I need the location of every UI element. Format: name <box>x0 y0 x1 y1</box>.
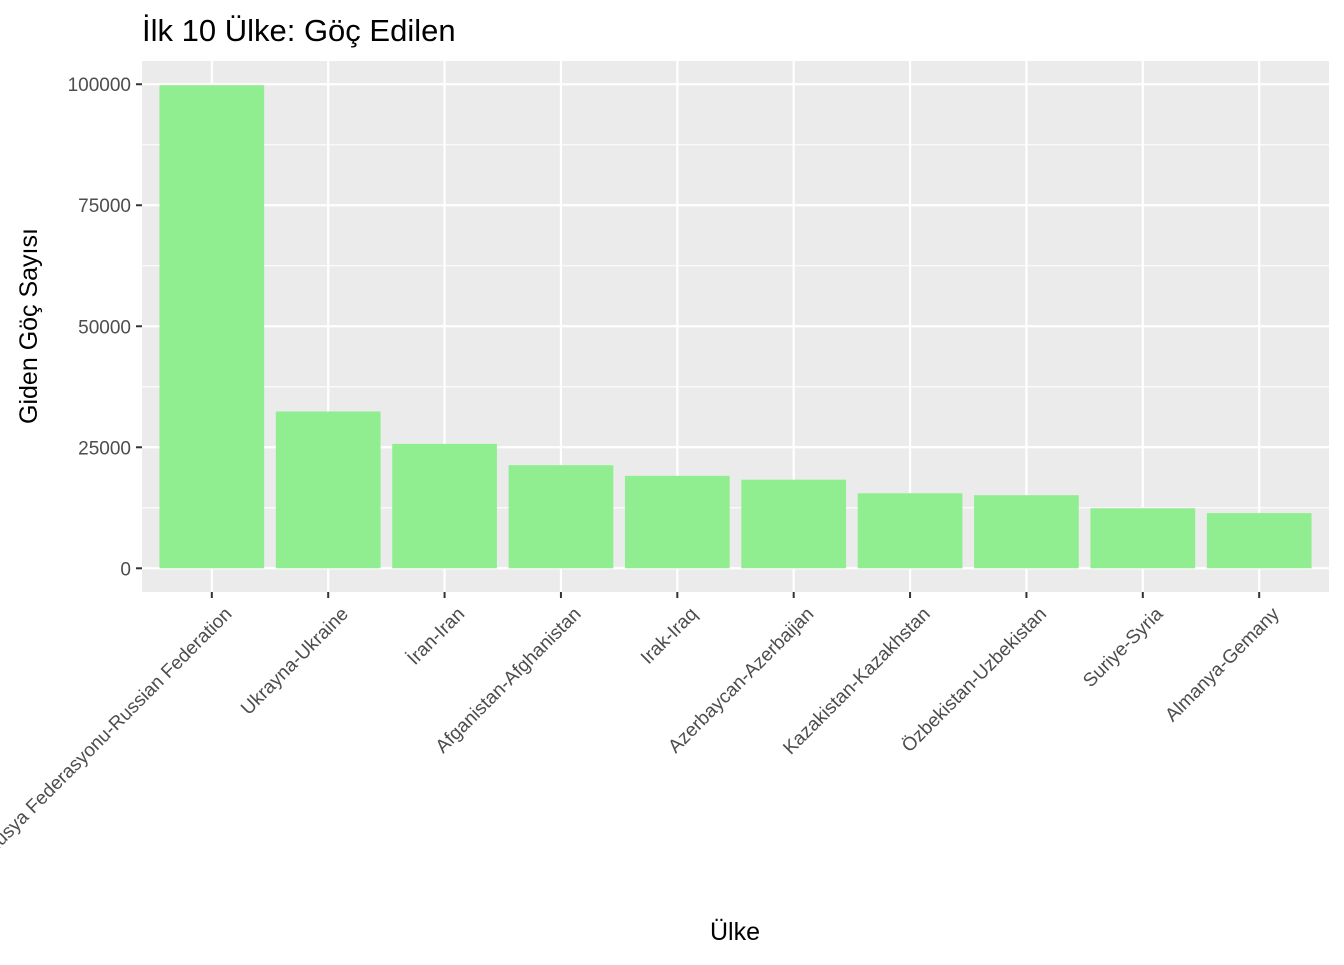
bar <box>974 495 1079 569</box>
x-tick-label: Ukrayna-Ukraine <box>237 604 353 720</box>
x-tick-label: Irak-Iraq <box>637 604 702 669</box>
x-tick-label: İran-Iran <box>404 604 470 670</box>
bar <box>857 493 963 569</box>
y-tick-label: 0 <box>120 559 131 580</box>
x-axis-title: Ülke <box>710 918 760 946</box>
y-axis-title: Giden Göç Sayısı <box>15 228 43 424</box>
y-tick-label: 100000 <box>68 75 131 96</box>
x-tick-label: Almanya-Gemany <box>1161 603 1284 726</box>
y-tick-label: 75000 <box>78 196 131 217</box>
y-tick-label: 25000 <box>78 438 131 459</box>
x-tick-label: Rusya Federasyonu-Russian Federation <box>0 604 236 860</box>
chart-title: İlk 10 Ülke: Göç Edilen <box>142 13 456 48</box>
bar <box>508 465 614 569</box>
bar <box>275 411 381 569</box>
bars <box>159 85 1312 569</box>
bar <box>392 443 497 569</box>
bar <box>159 85 265 569</box>
y-tick-label: 50000 <box>78 317 131 338</box>
x-tick-label: Suriye-Syria <box>1079 603 1167 691</box>
bar <box>624 475 730 569</box>
bar <box>1090 508 1196 569</box>
bar <box>1206 513 1312 569</box>
bar <box>741 479 847 569</box>
